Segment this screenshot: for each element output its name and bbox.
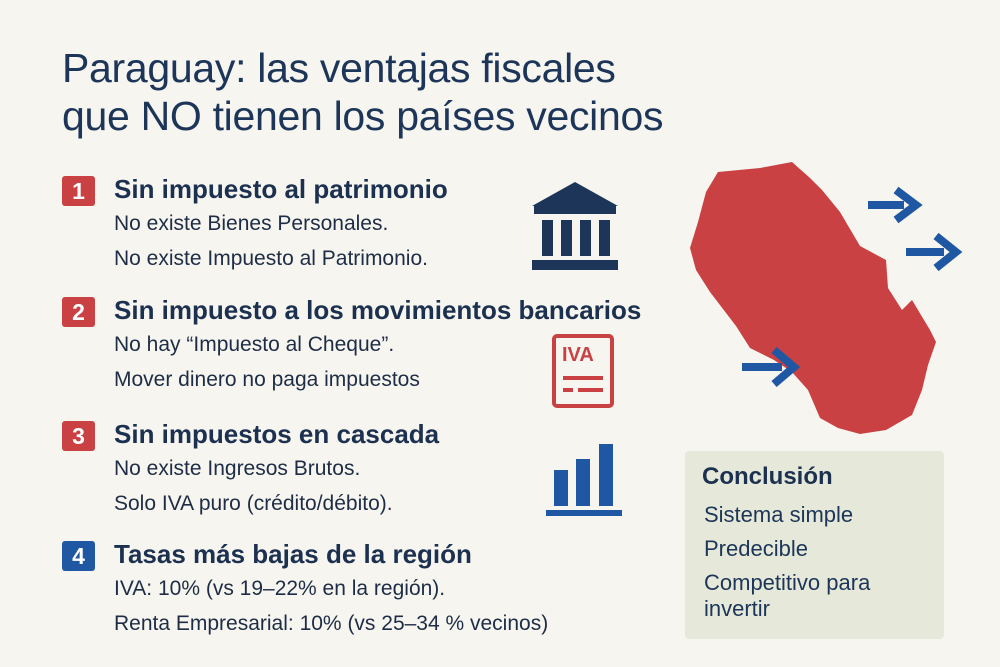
title-line-2: que NO tienen los países vecinos	[62, 93, 664, 139]
item-line: IVA: 10% (vs 19–22% en la región).	[114, 577, 446, 600]
bar-chart-icon	[546, 444, 622, 516]
arrow-right-icon	[868, 186, 923, 224]
item-line: No hay “Impuesto al Cheque”.	[114, 333, 395, 356]
conclusion-title: Conclusión	[702, 463, 833, 490]
item-line: Mover dinero no paga impuestos	[114, 368, 420, 391]
arrow-right-icon	[742, 346, 801, 388]
paraguay-map-icon	[690, 162, 936, 434]
iva-document-icon: IVA	[552, 334, 614, 408]
conclusion-box: Conclusión Sistema simple Predecible Com…	[685, 451, 944, 639]
title-line-1: Paraguay: las ventajas fiscales	[62, 45, 616, 91]
conclusion-item: Sistema simple	[704, 502, 854, 527]
conclusion-item: Predecible	[704, 536, 808, 561]
item-line: Solo IVA puro (crédito/débito).	[114, 492, 393, 515]
page-title: Paraguay: las ventajas fiscales que NO t…	[62, 44, 782, 140]
item-title: Sin impuesto al patrimonio	[114, 174, 448, 204]
item-line: No existe Bienes Personales.	[114, 212, 389, 235]
item-title: Sin impuestos en cascada	[114, 419, 440, 449]
item-number-badge: 1	[62, 176, 95, 206]
bank-icon	[532, 182, 618, 270]
item-title: Sin impuesto a los movimientos bancarios	[114, 295, 642, 325]
item-number-badge: 4	[62, 541, 95, 571]
iva-label: IVA	[562, 344, 594, 366]
arrow-right-icon	[906, 232, 963, 272]
item-line: No existe Ingresos Brutos.	[114, 457, 361, 480]
item-number-badge: 2	[62, 297, 95, 327]
item-line: No existe Impuesto al Patrimonio.	[114, 247, 428, 270]
item-title: Tasas más bajas de la región	[114, 539, 472, 569]
conclusion-item: Competitivo para invertir	[704, 570, 871, 621]
item-number-badge: 3	[62, 421, 95, 451]
item-line: Renta Empresarial: 10% (vs 25–34 % vecin…	[114, 612, 549, 635]
